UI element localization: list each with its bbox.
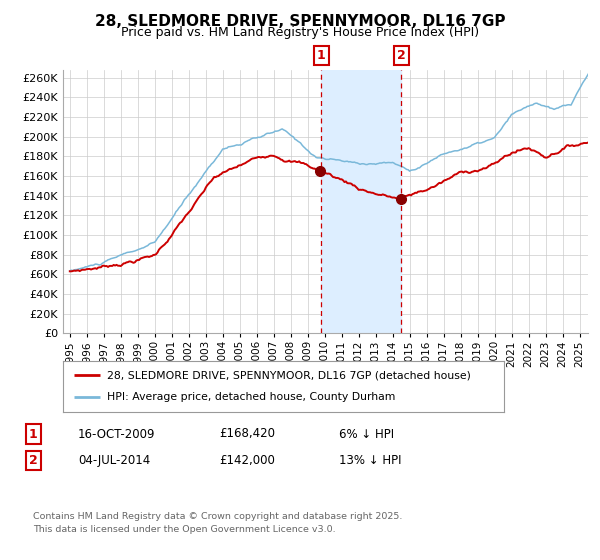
Text: £168,420: £168,420 [219, 427, 275, 441]
Text: 1: 1 [317, 49, 325, 62]
Bar [321, 70, 401, 333]
Text: 04-JUL-2014: 04-JUL-2014 [78, 454, 150, 467]
Text: HPI: Average price, detached house, County Durham: HPI: Average price, detached house, Coun… [107, 393, 395, 403]
Text: 16-OCT-2009: 16-OCT-2009 [78, 427, 155, 441]
Text: £142,000: £142,000 [219, 454, 275, 467]
Text: 2: 2 [397, 49, 406, 62]
Text: Contains HM Land Registry data © Crown copyright and database right 2025.
This d: Contains HM Land Registry data © Crown c… [33, 512, 403, 534]
Text: 1: 1 [29, 427, 37, 441]
Text: 28, SLEDMORE DRIVE, SPENNYMOOR, DL16 7GP (detached house): 28, SLEDMORE DRIVE, SPENNYMOOR, DL16 7GP… [107, 370, 471, 380]
Text: 2: 2 [29, 454, 37, 467]
Text: 13% ↓ HPI: 13% ↓ HPI [339, 454, 401, 467]
Text: Price paid vs. HM Land Registry's House Price Index (HPI): Price paid vs. HM Land Registry's House … [121, 26, 479, 39]
Text: 28, SLEDMORE DRIVE, SPENNYMOOR, DL16 7GP: 28, SLEDMORE DRIVE, SPENNYMOOR, DL16 7GP [95, 14, 505, 29]
Text: 6% ↓ HPI: 6% ↓ HPI [339, 427, 394, 441]
